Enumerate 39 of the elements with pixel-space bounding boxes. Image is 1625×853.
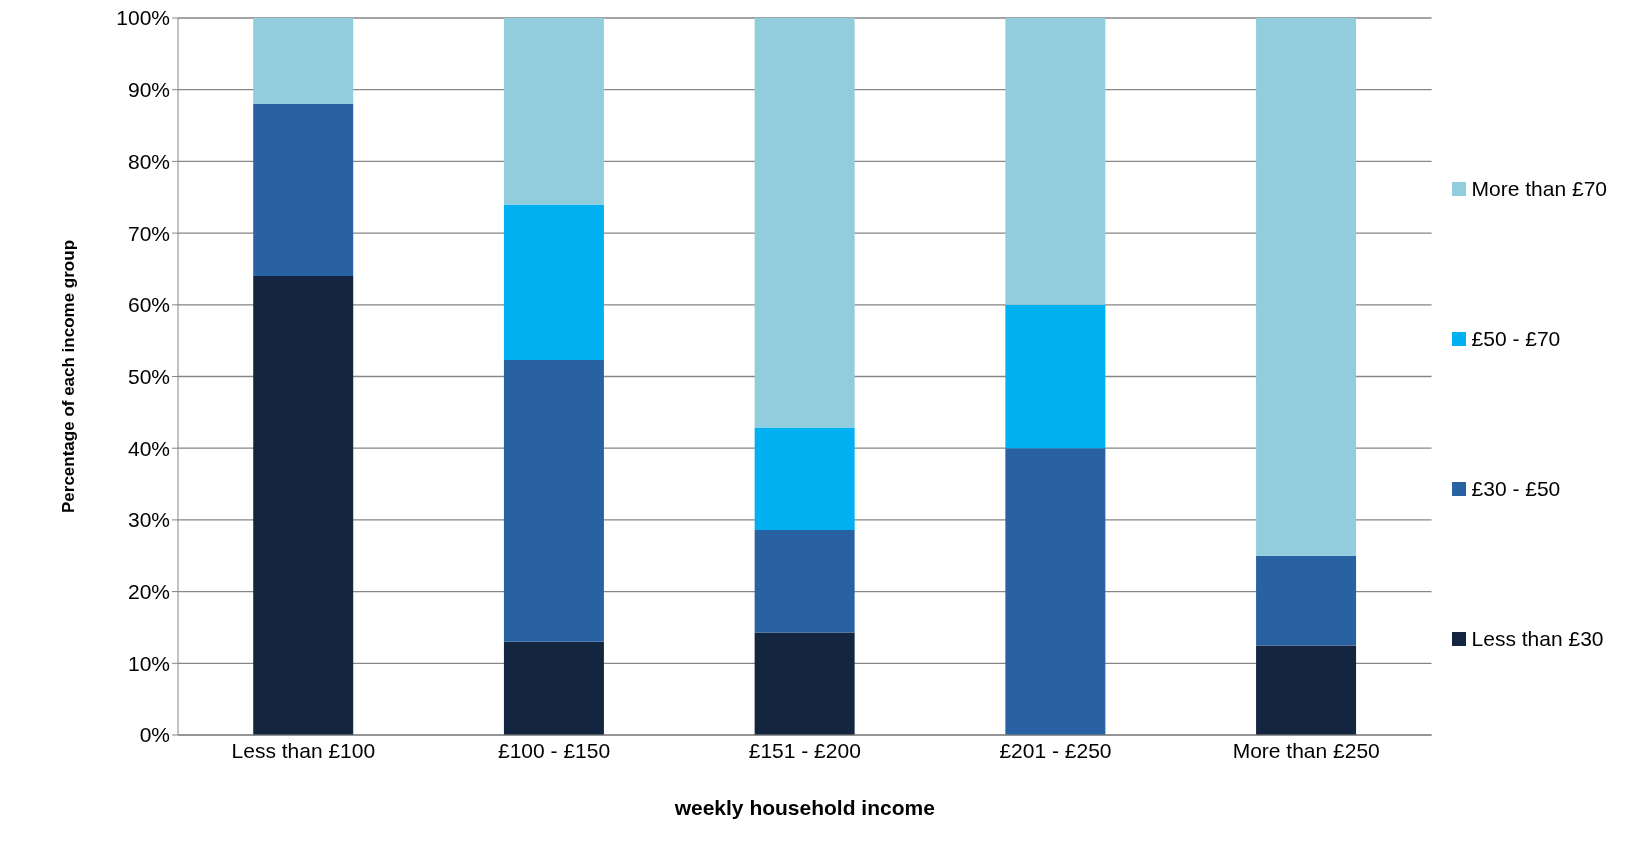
y-tick-label: 40% (127, 436, 170, 460)
x-tick-label: £100 - £150 (498, 738, 611, 762)
bar (503, 360, 604, 642)
bar (1256, 645, 1357, 735)
x-axis-title: weekly household income (673, 796, 935, 819)
x-tick-label: £201 - £250 (999, 738, 1112, 762)
bar (1256, 555, 1357, 646)
bar (1005, 304, 1106, 449)
legend-label: £50 - £70 (1471, 326, 1561, 351)
bar (754, 427, 855, 530)
legend-label: Less than £30 (1471, 626, 1604, 651)
x-tick-label: More than £250 (1232, 738, 1380, 762)
y-tick-label: 50% (127, 364, 170, 388)
bar (253, 276, 354, 735)
y-tick-label: 70% (127, 221, 170, 245)
bar (253, 104, 354, 277)
bar (754, 529, 855, 633)
y-axis-title: Percentage of each income group (59, 239, 79, 514)
bar (253, 18, 354, 105)
legend-label: £30 - £50 (1471, 476, 1561, 501)
bar (503, 641, 604, 735)
bar (1005, 448, 1106, 735)
y-tick-label: 100% (116, 6, 170, 30)
x-tick-label: £151 - £200 (748, 738, 861, 762)
x-tick-label: Less than £100 (231, 738, 376, 762)
bar (503, 204, 604, 361)
bar (754, 18, 855, 428)
y-tick-label: 90% (127, 78, 170, 102)
bar (1005, 18, 1106, 305)
y-tick-label: 80% (127, 149, 170, 173)
y-tick-label: 0% (139, 723, 170, 747)
y-tick-label: 30% (127, 508, 170, 532)
y-tick-label: 60% (127, 293, 170, 317)
bar (503, 18, 604, 205)
y-tick-label: 10% (127, 651, 170, 675)
y-tick-label: 20% (127, 580, 170, 604)
legend-label: More than £70 (1471, 176, 1607, 201)
bar (1256, 18, 1357, 556)
bar (754, 632, 855, 735)
